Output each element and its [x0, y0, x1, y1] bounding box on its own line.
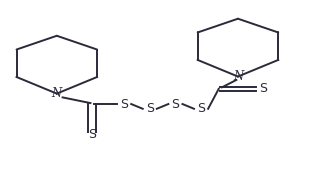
Text: S: S	[260, 82, 268, 95]
Text: S: S	[146, 102, 154, 115]
Text: S: S	[120, 98, 128, 111]
Text: S: S	[197, 102, 205, 115]
Text: N: N	[52, 87, 62, 100]
Text: S: S	[88, 128, 96, 141]
Text: S: S	[171, 98, 179, 111]
Text: N: N	[233, 70, 243, 83]
